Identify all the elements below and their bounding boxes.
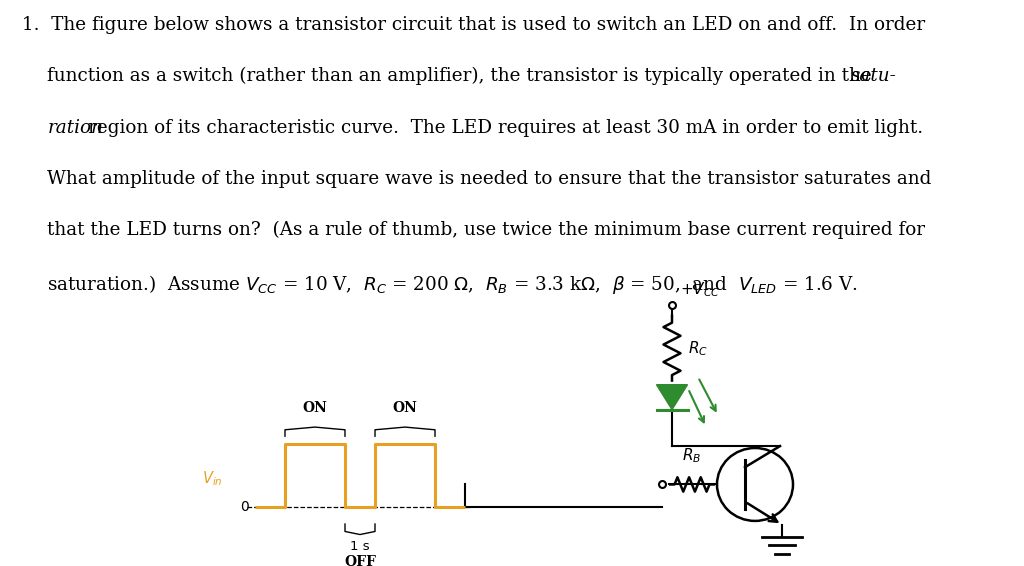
Text: $V_{in}$: $V_{in}$ [203, 469, 223, 488]
Text: ON: ON [302, 401, 328, 415]
Text: that the LED turns on?  (As a rule of thumb, use twice the minimum base current : that the LED turns on? (As a rule of thu… [47, 221, 926, 239]
Text: $+V_{CC}$: $+V_{CC}$ [680, 281, 720, 299]
Text: ration: ration [47, 118, 103, 136]
Polygon shape [656, 385, 687, 410]
Text: saturation.)  Assume $V_{CC}$ = 10 V,  $R_C$ = 200 $\Omega$,  $R_B$ = 3.3 k$\Ome: saturation.) Assume $V_{CC}$ = 10 V, $R_… [47, 273, 858, 295]
Text: ON: ON [392, 401, 418, 415]
Text: function as a switch (rather than an amplifier), the transistor is typically ope: function as a switch (rather than an amp… [47, 67, 878, 85]
Text: function as a switch (rather than an amplifier), the transistor is typically ope: function as a switch (rather than an amp… [47, 67, 959, 85]
Text: What amplitude of the input square wave is needed to ensure that the transistor : What amplitude of the input square wave … [47, 170, 932, 188]
Text: satu-: satu- [851, 67, 897, 85]
Text: region of its characteristic curve.  The LED requires at least 30 mA in order to: region of its characteristic curve. The … [47, 118, 924, 136]
Text: 1.  The figure below shows a transistor circuit that is used to switch an LED on: 1. The figure below shows a transistor c… [23, 16, 926, 34]
Text: $R_C$: $R_C$ [688, 339, 708, 358]
Text: $R_B$: $R_B$ [682, 447, 701, 465]
Text: 1 s: 1 s [350, 540, 370, 553]
Text: 0: 0 [241, 500, 249, 513]
Text: OFF: OFF [344, 555, 376, 566]
